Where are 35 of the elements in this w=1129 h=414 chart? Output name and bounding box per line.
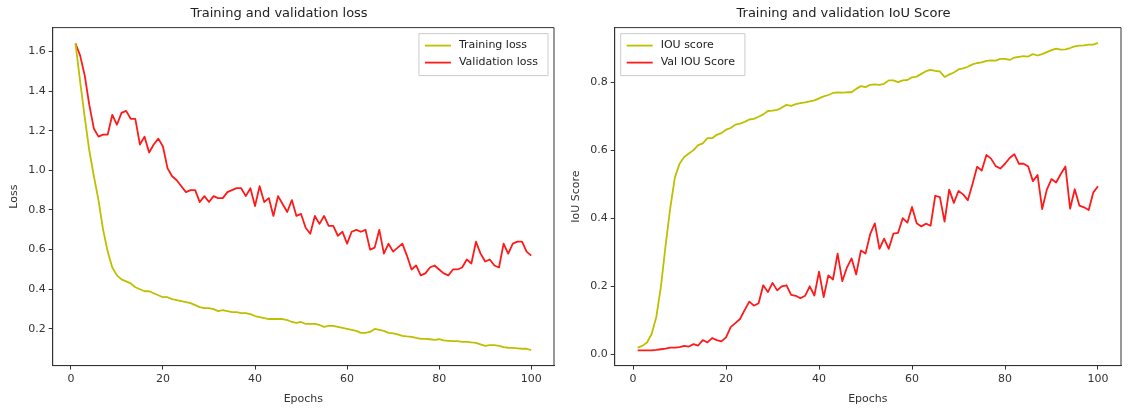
y-tick-label: 1.0 xyxy=(28,163,46,177)
y-axis-title: Loss xyxy=(7,184,21,209)
y-tick-label: 0.0 xyxy=(590,347,608,361)
x-tick-label: 80 xyxy=(432,372,447,386)
y-axis-title: IoU Score xyxy=(569,170,583,223)
y-tick-label: 1.6 xyxy=(28,44,46,58)
x-tick-label: 20 xyxy=(155,372,170,386)
y-tick-label: 0.6 xyxy=(28,242,46,256)
y-tick-label: 0.8 xyxy=(590,74,608,88)
y-tick-label: 0.4 xyxy=(590,211,608,225)
x-axis-title: Epochs xyxy=(848,392,888,406)
x-tick-label: 80 xyxy=(998,372,1012,386)
legend-label: Val IOU Score xyxy=(660,55,736,69)
x-tick-label: 0 xyxy=(67,372,75,386)
x-axis-title: Epochs xyxy=(283,392,324,406)
x-tick-label: 100 xyxy=(1087,372,1109,386)
chart-title: Training and validation loss xyxy=(189,5,368,21)
y-tick-label: 1.2 xyxy=(28,123,46,137)
y-tick-label: 0.2 xyxy=(590,279,608,293)
x-tick-label: 100 xyxy=(520,372,542,386)
x-tick-label: 40 xyxy=(812,372,827,386)
x-tick-label: 0 xyxy=(629,372,637,386)
legend-label: Validation loss xyxy=(458,55,539,69)
y-tick-label: 0.6 xyxy=(590,143,608,156)
legend-label: Training loss xyxy=(457,38,528,52)
y-tick-label: 0.4 xyxy=(28,282,46,296)
x-tick-label: 60 xyxy=(340,372,355,386)
x-tick-label: 40 xyxy=(248,372,263,386)
x-tick-label: 20 xyxy=(719,372,734,386)
legend-label: IOU score xyxy=(660,38,714,52)
y-tick-label: 0.2 xyxy=(28,321,46,335)
x-tick-label: 60 xyxy=(905,372,920,386)
y-tick-label: 1.4 xyxy=(28,83,46,97)
y-tick-label: 0.8 xyxy=(28,202,46,216)
chart-title: Training and validation IoU Score xyxy=(735,5,951,21)
